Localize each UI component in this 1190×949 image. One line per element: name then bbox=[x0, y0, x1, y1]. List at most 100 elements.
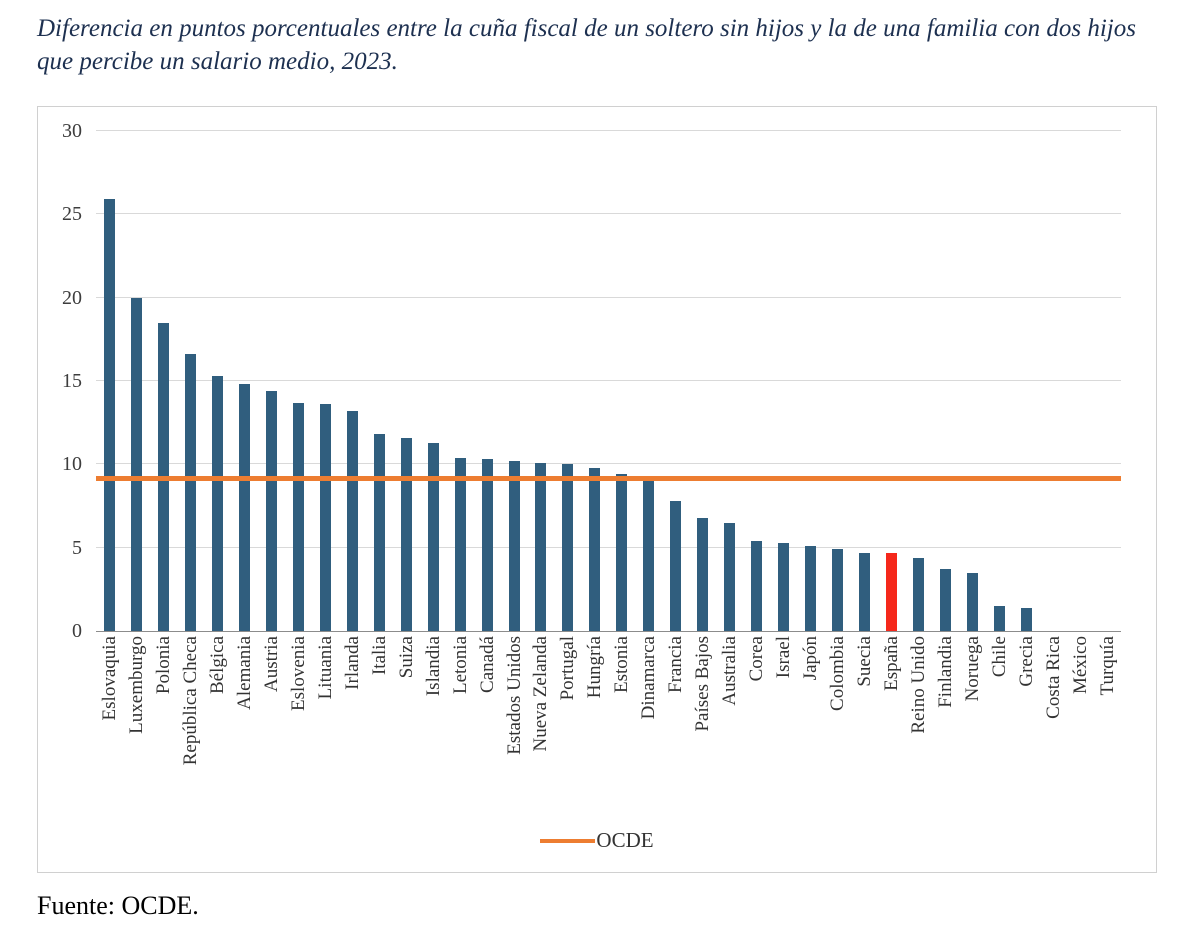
legend: OCDE bbox=[38, 828, 1156, 853]
x-label-cell: Italia bbox=[366, 636, 393, 818]
bar-column bbox=[743, 541, 770, 631]
bar bbox=[778, 542, 790, 631]
x-axis-label: Eslovaquia bbox=[98, 636, 120, 721]
x-axis-label: Países Bajos bbox=[692, 636, 714, 732]
x-label-cell: Grecia bbox=[1013, 636, 1040, 818]
bar bbox=[670, 501, 682, 631]
bar bbox=[400, 437, 412, 631]
bar-column bbox=[608, 474, 635, 631]
bar-column bbox=[635, 481, 662, 631]
x-axis-label: Noruega bbox=[961, 636, 983, 702]
bar-column bbox=[231, 384, 258, 631]
bar bbox=[832, 549, 844, 631]
bar bbox=[211, 376, 223, 631]
x-label-cell: Turquía bbox=[1094, 636, 1121, 818]
ocde-reference-line bbox=[96, 476, 1121, 482]
x-axis-label: Suiza bbox=[395, 636, 417, 679]
x-label-cell: Corea bbox=[743, 636, 770, 818]
bar bbox=[319, 404, 331, 631]
bar-espana-highlight bbox=[886, 552, 898, 631]
x-label-cell: Países Bajos bbox=[689, 636, 716, 818]
x-label-cell: Dinamarca bbox=[635, 636, 662, 818]
bar-column bbox=[258, 391, 285, 631]
x-axis-label: Grecia bbox=[1015, 636, 1037, 687]
plot-wrap: 0 5 10 15 20 25 30 bbox=[38, 121, 1156, 641]
x-axis-label: Alemania bbox=[233, 636, 255, 710]
bar bbox=[454, 457, 466, 631]
bar-column bbox=[285, 402, 312, 631]
bar-column bbox=[851, 552, 878, 631]
bar-column bbox=[959, 572, 986, 631]
x-axis-label: República Checa bbox=[179, 636, 201, 766]
bar bbox=[940, 569, 952, 631]
x-label-cell: Polonia bbox=[150, 636, 177, 818]
bar-column bbox=[797, 546, 824, 631]
bar bbox=[1020, 607, 1032, 631]
x-axis-label: Colombia bbox=[827, 636, 849, 711]
x-label-cell: Nueva Zelanda bbox=[528, 636, 555, 818]
bar bbox=[508, 461, 520, 631]
x-axis-label: Israel bbox=[773, 636, 795, 679]
bar-column bbox=[177, 354, 204, 631]
x-axis-label: Lituania bbox=[314, 636, 336, 700]
ocde-legend-label: OCDE bbox=[596, 828, 654, 852]
x-axis-label: Letonia bbox=[449, 636, 471, 695]
x-axis-label: España bbox=[881, 636, 903, 691]
bar bbox=[805, 546, 817, 631]
bar-column bbox=[501, 461, 528, 631]
chart-title: Diferencia en puntos porcentuales entre … bbox=[37, 15, 1136, 75]
bar-column bbox=[770, 542, 797, 631]
gridline bbox=[96, 380, 1121, 381]
x-label-cell: Finlandia bbox=[932, 636, 959, 818]
bar bbox=[643, 481, 655, 631]
bars-row bbox=[96, 131, 1121, 631]
x-axis-label: Turquía bbox=[1096, 636, 1118, 696]
x-label-cell: Islandia bbox=[420, 636, 447, 818]
bar-column bbox=[366, 434, 393, 631]
bar bbox=[535, 462, 547, 631]
bar bbox=[697, 517, 709, 631]
bar bbox=[993, 606, 1005, 631]
bar-column bbox=[905, 557, 932, 631]
bar-column bbox=[474, 459, 501, 631]
bar bbox=[265, 391, 277, 631]
bar bbox=[292, 402, 304, 631]
x-label-cell: República Checa bbox=[177, 636, 204, 818]
bar bbox=[238, 384, 250, 631]
bar bbox=[966, 572, 978, 631]
x-label-cell: Hungría bbox=[581, 636, 608, 818]
x-label-cell: Suecia bbox=[851, 636, 878, 818]
y-tick-label: 30 bbox=[62, 120, 82, 142]
x-label-cell: Suiza bbox=[393, 636, 420, 818]
bar bbox=[859, 552, 871, 631]
y-tick-label: 10 bbox=[62, 453, 82, 476]
x-label-cell: Chile bbox=[986, 636, 1013, 818]
x-axis-label: Estonia bbox=[611, 636, 633, 693]
x-axis-label: Chile bbox=[988, 636, 1010, 678]
bar-column bbox=[96, 199, 123, 631]
x-axis-label: Luxemburgo bbox=[125, 636, 147, 734]
y-axis: 0 5 10 15 20 25 30 bbox=[38, 121, 96, 641]
y-tick-label: 20 bbox=[62, 286, 82, 309]
x-label-cell: Luxemburgo bbox=[123, 636, 150, 818]
x-label-cell: Austria bbox=[258, 636, 285, 818]
bar bbox=[562, 464, 574, 631]
bar-column bbox=[204, 376, 231, 631]
x-label-cell: Estonia bbox=[608, 636, 635, 818]
bar-column bbox=[528, 462, 555, 631]
bar-column bbox=[447, 457, 474, 631]
x-axis-label: Australia bbox=[719, 636, 741, 706]
bar-column bbox=[878, 552, 905, 631]
bar-column bbox=[932, 569, 959, 631]
gridline bbox=[96, 463, 1121, 465]
x-label-cell: Estados Unidos bbox=[501, 636, 528, 818]
y-tick-label: 15 bbox=[62, 370, 82, 392]
bar bbox=[184, 354, 196, 631]
x-label-cell: Letonia bbox=[447, 636, 474, 818]
x-axis-label: Estados Unidos bbox=[503, 636, 525, 755]
bar bbox=[130, 297, 142, 631]
bar-column bbox=[420, 442, 447, 631]
x-label-cell: Lituania bbox=[312, 636, 339, 818]
x-axis-label: Suecia bbox=[854, 636, 876, 687]
gridline bbox=[96, 130, 1121, 131]
